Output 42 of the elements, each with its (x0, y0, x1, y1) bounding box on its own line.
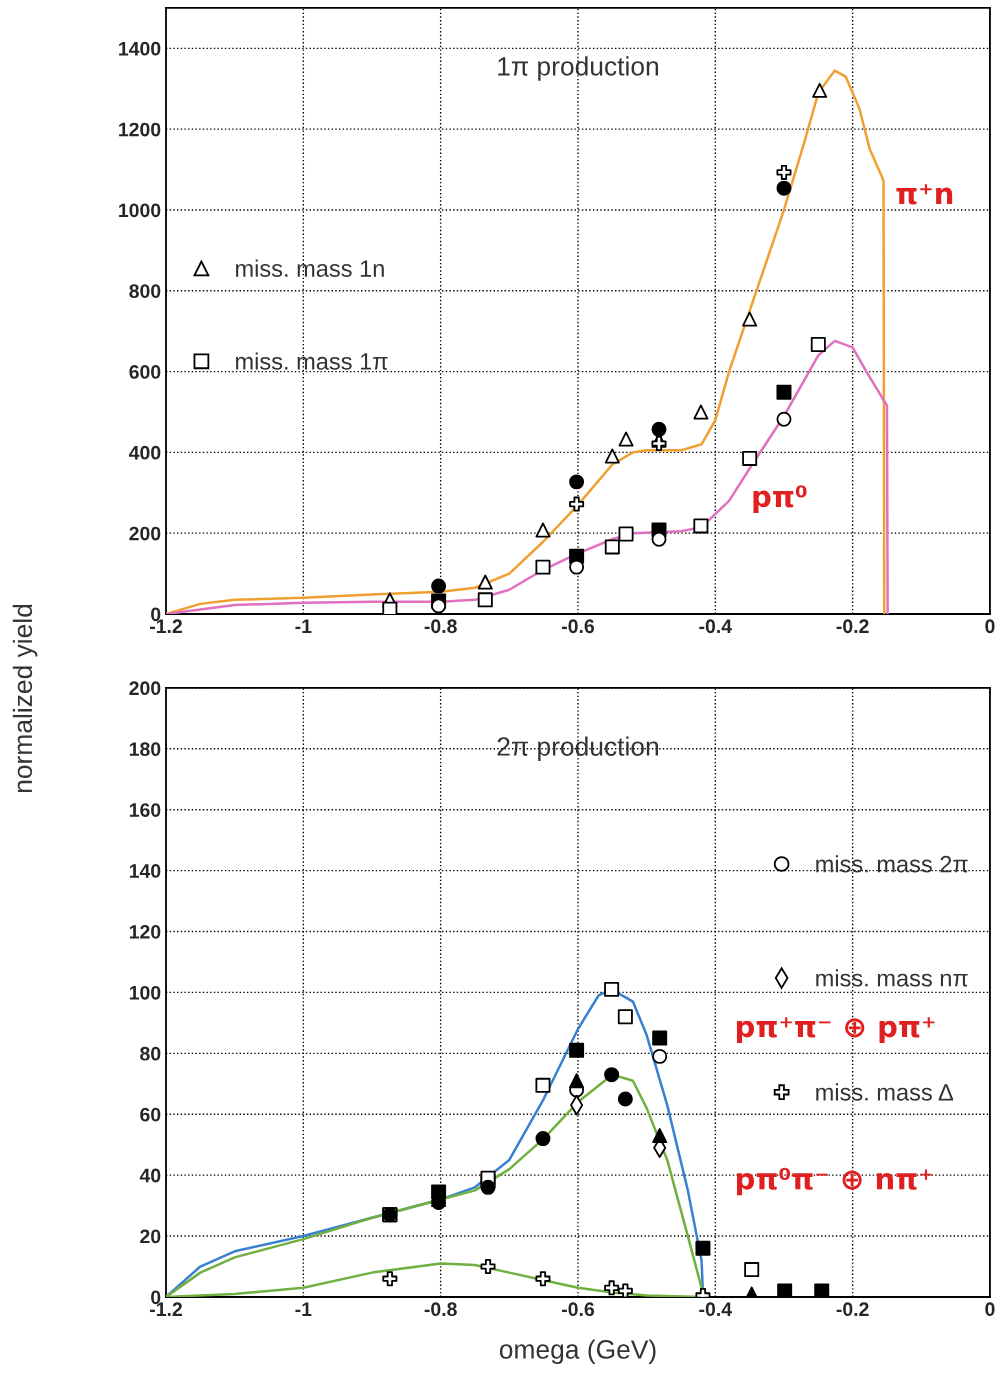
text: 1π production (498, 56, 658, 81)
x-tick-label: -0.4 (699, 619, 732, 634)
y-tick-label: 60 (140, 1107, 161, 1122)
legend-label: miss. mass 1π (236, 352, 388, 370)
x-tick-label: -0.2 (836, 1302, 869, 1317)
x-tick-label: -0.6 (561, 619, 595, 634)
text: 2π production (497, 736, 658, 762)
y-tick-label: 180 (129, 742, 161, 757)
y-tick-label: 160 (129, 803, 161, 817)
y-tick-label: 100 (129, 985, 161, 1000)
y-tick-label: 1200 (119, 122, 161, 137)
y-tick-label: 200 (129, 681, 161, 696)
legend-label: miss. mass 2π (816, 855, 968, 873)
y-tick-label: 80 (140, 1046, 161, 1061)
legend-label: miss. mass Δ (816, 1083, 954, 1101)
x-tick-label: -0.8 (424, 1302, 457, 1317)
y-axis-title: normalized yield (12, 604, 38, 793)
annotation: pπ⁰ (753, 485, 807, 513)
annotation: π⁺n (896, 184, 953, 205)
y-tick-label: 1400 (119, 41, 161, 56)
y-tick-label: 140 (129, 864, 161, 878)
x-tick-label: 0 (985, 1302, 995, 1317)
legend-label: miss. mass nπ (816, 969, 968, 987)
x-tick-label: 0 (985, 619, 995, 634)
x-tick-label: -0.8 (424, 619, 457, 634)
annotation: pπ⁺π⁻ ⊕ pπ⁺ (736, 1017, 935, 1044)
x-axis-title: omega (GeV) (499, 1339, 656, 1365)
y-tick-label: 200 (129, 526, 161, 541)
y-tick-label: 600 (129, 365, 161, 379)
x-tick-label: -0.6 (561, 1302, 595, 1317)
x-tick-label: -0.2 (836, 619, 869, 634)
y-tick-label: 400 (128, 445, 161, 460)
y-tick-label: 800 (129, 284, 161, 299)
y-tick-label: 40 (139, 1168, 161, 1183)
annotation: pπ⁰π⁻ ⊕ nπ⁺ (736, 1167, 932, 1196)
y-tick-label: 20 (140, 1229, 161, 1244)
x-tick-label: -0.4 (699, 1302, 732, 1317)
legend-label: miss. mass 1n (236, 259, 384, 277)
x-tick-label: -1 (295, 619, 312, 633)
x-tick-label: -1 (295, 1302, 312, 1316)
y-tick-label: 1000 (119, 203, 161, 218)
y-tick-label: 120 (129, 924, 161, 939)
